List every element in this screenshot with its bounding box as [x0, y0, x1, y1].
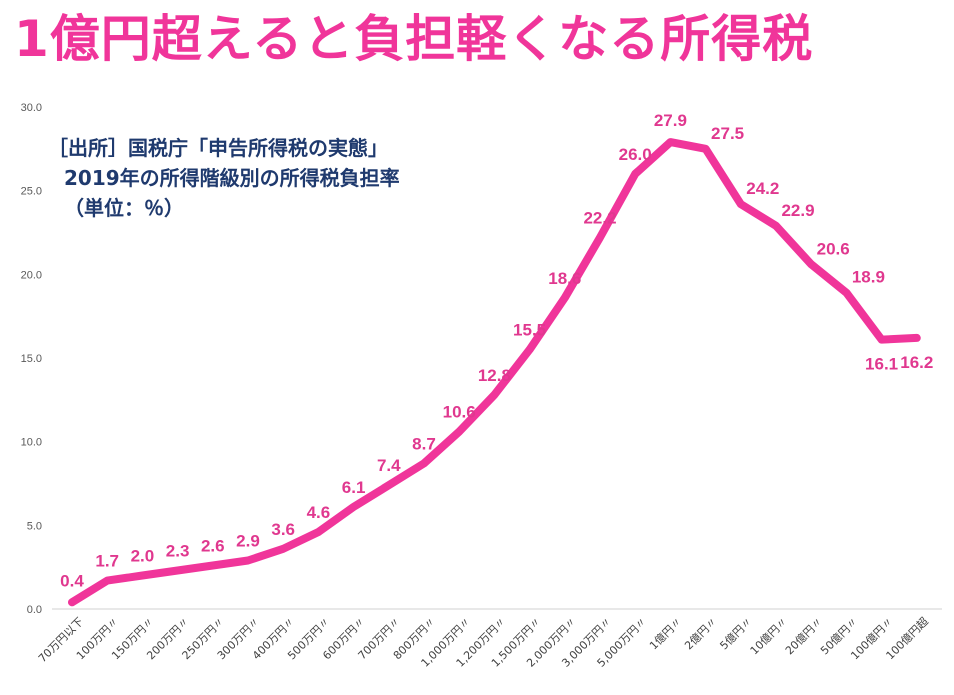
data-label: 7.4 [377, 456, 401, 475]
data-label: 22.9 [781, 201, 814, 220]
y-tick-label: 5.0 [27, 520, 42, 532]
note-line-description: 2019年の所得階級別の所得税負担率 [64, 166, 400, 190]
data-label: 18.9 [852, 268, 885, 287]
data-label: 16.1 [865, 355, 898, 374]
y-tick-label: 30.0 [21, 102, 42, 114]
data-label: 15.5 [513, 321, 546, 340]
y-tick-label: 15.0 [21, 353, 42, 365]
data-label: 8.7 [412, 434, 436, 453]
data-label: 22.2 [583, 209, 616, 228]
data-label: 12.8 [478, 366, 511, 385]
x-tick-label: 10億円〃 [748, 615, 790, 657]
data-label: 27.5 [711, 124, 744, 143]
data-label: 2.0 [131, 547, 155, 566]
data-label: 2.9 [236, 531, 260, 550]
y-tick-label: 20.0 [21, 269, 42, 281]
y-tick-label: 25.0 [21, 186, 42, 198]
y-axis: 0.0 5.0 10.0 15.0 20.0 25.0 30.0 [21, 102, 42, 616]
x-axis: 70万円以下100万円〃150万円〃200万円〃250万円〃300万円〃400万… [36, 614, 931, 670]
data-label: 20.6 [817, 239, 850, 258]
data-label: 18.6 [548, 269, 581, 288]
data-label: 2.3 [166, 542, 190, 561]
data-label: 2.6 [201, 536, 225, 555]
y-tick-label: 10.0 [21, 437, 42, 449]
x-tick-label: 1億円〃 [647, 615, 684, 652]
y-tick-label: 0.0 [27, 604, 42, 616]
data-label: 16.2 [900, 353, 933, 372]
x-tick-label: 20億円〃 [783, 615, 825, 657]
data-label: 3.6 [271, 520, 295, 539]
data-label: 0.4 [60, 571, 84, 590]
data-label: 4.6 [307, 503, 331, 522]
data-label: 10.6 [443, 403, 476, 422]
data-label: 26.0 [619, 145, 652, 164]
data-labels: 0.4 1.7 2.0 2.3 2.6 2.9 3.6 4.6 6.1 7.4 8.7 10.612.… [60, 111, 933, 590]
data-label: 1.7 [95, 552, 119, 571]
note-line-unit: （単位：％） [64, 196, 184, 220]
chart-title: 1億円超えると負担軽くなる所得税 [14, 10, 814, 68]
data-label: 27.9 [654, 111, 687, 130]
x-tick-label: 2億円〃 [682, 615, 719, 652]
series-line [68, 138, 921, 607]
source-note: ［出所］国税庁「申告所得税の実態」 2019年の所得階級別の所得税負担率 （単位… [48, 136, 400, 220]
note-line-source: ［出所］国税庁「申告所得税の実態」 [48, 136, 388, 160]
data-label: 24.2 [746, 179, 779, 198]
data-label: 6.1 [342, 478, 366, 497]
